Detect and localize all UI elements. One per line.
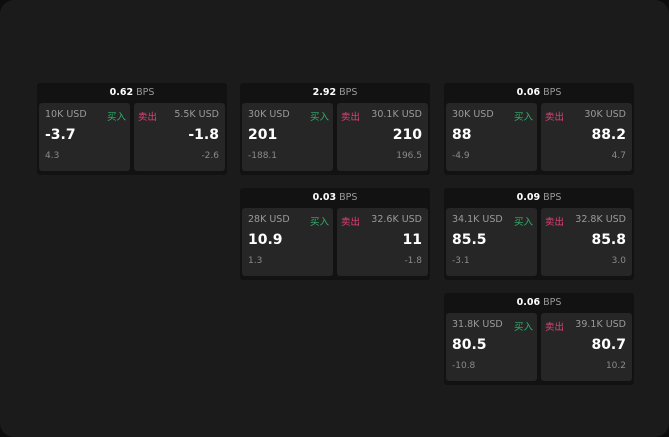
quote-panel: 2.92 BPS 30K USD 买入 201 -188.1 卖出 30.1K … [240, 83, 430, 175]
ask-change: -2.6 [201, 151, 219, 161]
spread-value: 0.62 [109, 87, 134, 98]
spread-unit: BPS [543, 87, 562, 98]
sell-button[interactable]: 卖出 30.1K USD 210 196.5 [337, 103, 428, 171]
bid-change: -188.1 [248, 151, 278, 161]
sell-button[interactable]: 卖出 32.8K USD 85.8 3.0 [541, 208, 632, 276]
bid-change: -3.1 [452, 256, 470, 266]
ask-size: 39.1K USD [575, 319, 626, 330]
ask-size: 5.5K USD [174, 109, 219, 120]
bid-price: 80.5 [452, 337, 487, 353]
bid-size: 30K USD [248, 109, 290, 120]
buy-button[interactable]: 31.8K USD 买入 80.5 -10.8 [446, 313, 537, 381]
sell-button[interactable]: 卖出 32.6K USD 11 -1.8 [337, 208, 428, 276]
spread-value: 0.03 [312, 192, 337, 203]
bid-size: 31.8K USD [452, 319, 503, 330]
sell-label: 卖出 [545, 322, 565, 333]
spread-header: 0.06 BPS [444, 83, 634, 103]
bid-price: 201 [248, 127, 278, 143]
buy-label: 买入 [513, 322, 533, 333]
ask-size: 32.6K USD [371, 214, 422, 225]
sell-button[interactable]: 卖出 30K USD 88.2 4.7 [541, 103, 632, 171]
spread-unit: BPS [339, 87, 358, 98]
spread-value: 0.06 [516, 87, 541, 98]
quote-panel: 0.06 BPS 30K USD 买入 88 -4.9 卖出 30K USD 8… [444, 83, 634, 175]
buy-label: 买入 [513, 112, 533, 123]
bid-change: 4.3 [45, 151, 60, 161]
spread-header: 0.09 BPS [444, 188, 634, 208]
spread-unit: BPS [339, 192, 358, 203]
bid-size: 34.1K USD [452, 214, 503, 225]
buy-label: 买入 [106, 112, 126, 123]
ask-change: 3.0 [611, 256, 626, 266]
ask-size: 30.1K USD [371, 109, 422, 120]
spread-value: 2.92 [312, 87, 337, 98]
sell-button[interactable]: 卖出 5.5K USD -1.8 -2.6 [134, 103, 225, 171]
bid-price: 10.9 [248, 232, 283, 248]
quote-panel: 0.62 BPS 10K USD 买入 -3.7 4.3 卖出 5.5K USD… [37, 83, 227, 175]
buy-button[interactable]: 34.1K USD 买入 85.5 -3.1 [446, 208, 537, 276]
bid-price: 88 [452, 127, 472, 143]
sell-label: 卖出 [341, 112, 361, 123]
ask-change: -1.8 [404, 256, 422, 266]
spread-unit: BPS [543, 297, 562, 308]
bid-change: -4.9 [452, 151, 470, 161]
buy-button[interactable]: 10K USD 买入 -3.7 4.3 [39, 103, 130, 171]
buy-label: 买入 [513, 217, 533, 228]
sell-label: 卖出 [138, 112, 158, 123]
sell-button[interactable]: 卖出 39.1K USD 80.7 10.2 [541, 313, 632, 381]
sell-label: 卖出 [545, 217, 565, 228]
buy-button[interactable]: 28K USD 买入 10.9 1.3 [242, 208, 333, 276]
quote-panel: 0.09 BPS 34.1K USD 买入 85.5 -3.1 卖出 32.8K… [444, 188, 634, 280]
ask-size: 30K USD [584, 109, 626, 120]
sell-label: 卖出 [341, 217, 361, 228]
spread-value: 0.09 [516, 192, 541, 203]
ask-change: 10.2 [605, 361, 626, 371]
buy-label: 买入 [309, 112, 329, 123]
spread-unit: BPS [543, 192, 562, 203]
ask-change: 4.7 [611, 151, 626, 161]
bid-size: 28K USD [248, 214, 290, 225]
spread-header: 2.92 BPS [240, 83, 430, 103]
ask-price: 88.2 [591, 127, 626, 143]
ask-price: -1.8 [188, 127, 219, 143]
ask-size: 32.8K USD [575, 214, 626, 225]
spread-header: 0.62 BPS [37, 83, 227, 103]
bid-size: 10K USD [45, 109, 87, 120]
bid-change: -10.8 [452, 361, 476, 371]
spread-header: 0.06 BPS [444, 293, 634, 313]
ask-price: 80.7 [591, 337, 626, 353]
spread-unit: BPS [136, 87, 155, 98]
ask-price: 85.8 [591, 232, 626, 248]
ask-price: 210 [392, 127, 422, 143]
bid-price: -3.7 [45, 127, 76, 143]
ask-change: 196.5 [396, 151, 422, 161]
bid-size: 30K USD [452, 109, 494, 120]
bid-change: 1.3 [248, 256, 263, 266]
sell-label: 卖出 [545, 112, 565, 123]
buy-label: 买入 [309, 217, 329, 228]
spread-value: 0.06 [516, 297, 541, 308]
quote-panel: 0.03 BPS 28K USD 买入 10.9 1.3 卖出 32.6K US… [240, 188, 430, 280]
buy-button[interactable]: 30K USD 买入 88 -4.9 [446, 103, 537, 171]
ask-price: 11 [402, 232, 422, 248]
spread-header: 0.03 BPS [240, 188, 430, 208]
buy-button[interactable]: 30K USD 买入 201 -188.1 [242, 103, 333, 171]
quote-panel: 0.06 BPS 31.8K USD 买入 80.5 -10.8 卖出 39.1… [444, 293, 634, 385]
bid-price: 85.5 [452, 232, 487, 248]
